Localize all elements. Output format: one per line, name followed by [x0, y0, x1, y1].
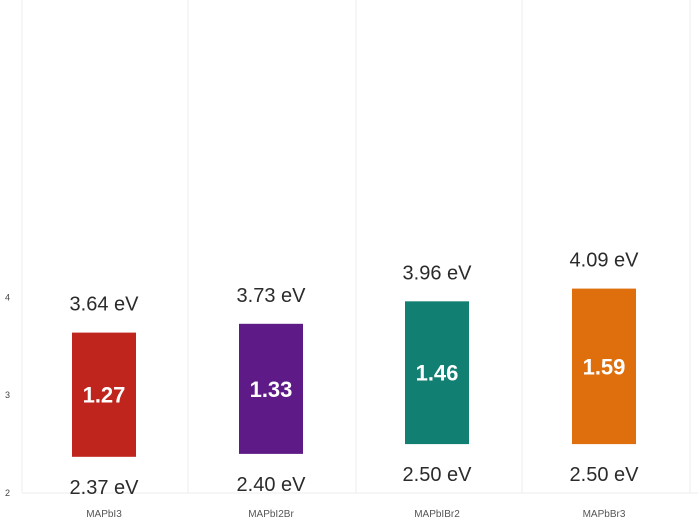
gap-value-label: 1.46 [416, 361, 459, 386]
x-axis-categories: MAPbI3 MAPbI2Br MAPbIBr2 MAPbBr3 [86, 509, 626, 520]
grid-lines [21, 0, 698, 494]
top-energy-label: 3.64 eV [70, 294, 140, 316]
category-label: MAPbI2Br [248, 509, 294, 520]
top-energy-label: 4.09 eV [570, 250, 640, 272]
bar-mapbibr2 [405, 301, 469, 445]
top-energy-label: 3.73 eV [237, 285, 307, 307]
bar-mapbi3 [72, 332, 136, 457]
top-energy-label: 3.96 eV [403, 262, 473, 284]
bar-labels: 1.27 3.64 eV 2.37 eV 1.33 3.73 eV 2.40 eV 1.46… [70, 250, 640, 499]
bottom-energy-label: 2.50 eV [570, 464, 640, 486]
y-tick-label: 3 [5, 390, 10, 400]
bottom-energy-label: 2.37 eV [70, 477, 140, 499]
bottom-energy-label: 2.50 eV [403, 464, 473, 486]
y-tick-label: 4 [5, 292, 10, 302]
gap-value-label: 1.33 [250, 377, 293, 402]
y-axis-ticks: 2 3 4 [5, 292, 10, 498]
category-label: MAPbIBr2 [414, 509, 460, 520]
y-tick-label: 2 [5, 488, 10, 498]
category-label: MAPbI3 [86, 509, 122, 520]
bars [72, 288, 636, 457]
bar-mapbi2br [239, 323, 303, 454]
gap-value-label: 1.59 [583, 354, 626, 379]
gap-value-label: 1.27 [83, 383, 126, 408]
bar-mapbbr3 [572, 288, 636, 445]
category-label: MAPbBr3 [583, 509, 626, 520]
bottom-energy-label: 2.40 eV [237, 474, 307, 496]
